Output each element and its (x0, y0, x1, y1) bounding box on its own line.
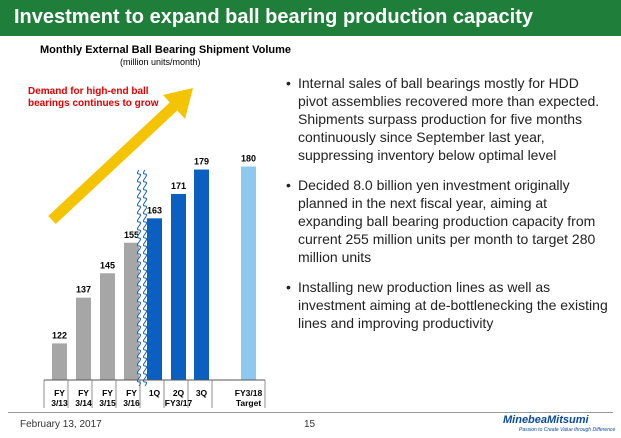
bar-7 (241, 166, 256, 380)
bullet-dot-icon: • (286, 75, 291, 91)
value-label: 171 (171, 181, 186, 191)
axis-break-band (138, 168, 146, 388)
group-label: FY3/17 (165, 398, 193, 408)
category-label: 3/13 (51, 398, 68, 408)
category-label: FY (102, 388, 113, 398)
category-label: FY (126, 388, 137, 398)
category-label: 3/14 (75, 398, 92, 408)
category-label: FY (54, 388, 65, 398)
footer-divider (8, 412, 613, 413)
chart-title: Monthly External Ball Bearing Shipment V… (40, 44, 292, 56)
bar-0 (52, 343, 67, 380)
bar-2 (100, 273, 115, 380)
axis-break-edge-left (137, 169, 141, 387)
bar-6 (194, 169, 209, 380)
category-label: Target (236, 398, 262, 408)
value-label: 180 (241, 154, 256, 164)
bullet-item: • Installing new production lines as well… (286, 278, 611, 332)
growth-arrow-head-icon (163, 88, 193, 119)
bullet-text: Installing new production lines as well … (298, 279, 608, 331)
value-label: 179 (194, 157, 209, 167)
growth-arrow-shaft (48, 101, 178, 225)
footer-date: February 13, 2017 (20, 419, 102, 430)
bullet-item: • Internal sales of ball bearings mostly … (286, 74, 611, 164)
bullet-dot-icon: • (286, 177, 291, 193)
slide-title: Investment to expand ball bearing produc… (14, 6, 533, 28)
value-label: 155 (124, 230, 139, 240)
category-label: 3Q (196, 388, 208, 398)
value-label: 163 (147, 205, 162, 215)
company-tagline: Passion to Create Value through Differen… (519, 427, 616, 433)
bullet-item: • Decided 8.0 billion yen investment orig… (286, 176, 611, 266)
category-label: 1Q (149, 388, 161, 398)
bar-1 (76, 297, 91, 380)
axis-break-edge-right (143, 169, 147, 387)
value-label: 137 (76, 285, 91, 295)
chart-subtitle: (million units/month) (120, 57, 201, 67)
category-label: 3/16 (123, 398, 140, 408)
bullet-dot-icon: • (286, 279, 291, 295)
bullet-text: Internal sales of ball bearings mostly f… (298, 75, 600, 163)
category-label: 2Q (173, 388, 185, 398)
bar-5 (171, 193, 186, 380)
category-label: FY (78, 388, 89, 398)
page-number: 15 (304, 419, 316, 430)
value-label: 122 (52, 330, 67, 340)
title-bar: Investment to expand ball bearing produc… (0, 0, 621, 36)
category-label: FY3/18 (235, 388, 263, 398)
category-label: 3/15 (99, 398, 116, 408)
bar-3 (124, 242, 139, 380)
value-label: 145 (100, 260, 115, 270)
bullet-text: Decided 8.0 billion yen investment origi… (298, 177, 596, 265)
bar-4 (147, 218, 162, 380)
chart-annotation: Demand for high-end ball bearings contin… (28, 86, 159, 109)
company-logo: MinebeaMitsumi (503, 414, 589, 426)
bullet-list: • Internal sales of ball bearings mostly … (286, 74, 611, 344)
